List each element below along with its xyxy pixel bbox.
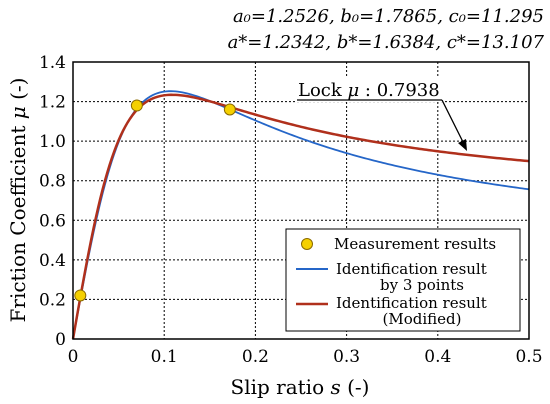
legend-label-3points-1: Identification result	[336, 260, 487, 278]
y-tick-label: 0.8	[39, 172, 66, 192]
legend-label-3points-2: by 3 points	[380, 276, 464, 294]
x-tick-label: 0.5	[515, 347, 542, 367]
measurement-point	[223, 103, 236, 116]
x-tick-label: 0.1	[151, 347, 178, 367]
measurement-point	[74, 289, 87, 302]
y-tick-label: 0.2	[39, 290, 66, 310]
y-tick-label: 1.4	[39, 53, 66, 73]
lock-arrow	[441, 99, 465, 145]
curves-layer	[71, 90, 530, 340]
x-tick-label: 0.3	[333, 347, 360, 367]
legend-box	[285, 228, 521, 332]
measurement-points	[74, 99, 236, 302]
curve-modified	[71, 93, 530, 340]
curve-3points	[72, 90, 530, 340]
parameter-line-1: a₀=1.2526, b₀=1.7865, c₀=11.295	[233, 6, 544, 27]
legend-marker-measurement	[301, 238, 313, 250]
y-tick-label: 1.0	[39, 132, 66, 152]
measurement-point	[130, 99, 143, 112]
y-axis-title: Friction Coefficient μ (-)	[6, 78, 30, 323]
lock-label: Lock μ : 0.7938	[298, 80, 440, 101]
lock-annotation: Lock μ : 0.7938	[296, 76, 467, 151]
legend: Measurement results Identification resul…	[285, 228, 521, 332]
lock-arrowhead	[458, 139, 467, 151]
y-tick-label: 0.4	[39, 251, 66, 271]
y-tick-label: 0	[55, 330, 66, 350]
x-tick-label: 0.2	[242, 347, 269, 367]
x-axis-title: Slip ratio s (-)	[231, 375, 370, 399]
x-tick-labels: 0 0.1 0.2 0.3 0.4 0.5	[68, 347, 543, 367]
legend-label-modified-1: Identification result	[336, 294, 487, 312]
plot-frame	[72, 61, 530, 340]
y-tick-label: 0.6	[39, 211, 66, 231]
y-tick-labels: 0 0.2 0.4 0.6 0.8 1.0 1.2 1.4	[39, 53, 66, 350]
legend-label-modified-2: (Modified)	[383, 310, 462, 328]
parameter-line-2: a*=1.2342, b*=1.6384, c*=13.107	[228, 32, 545, 53]
y-tick-label: 1.2	[39, 93, 66, 113]
legend-label-measurement: Measurement results	[334, 235, 496, 253]
x-tick-label: 0	[68, 347, 79, 367]
x-tick-label: 0.4	[424, 347, 451, 367]
